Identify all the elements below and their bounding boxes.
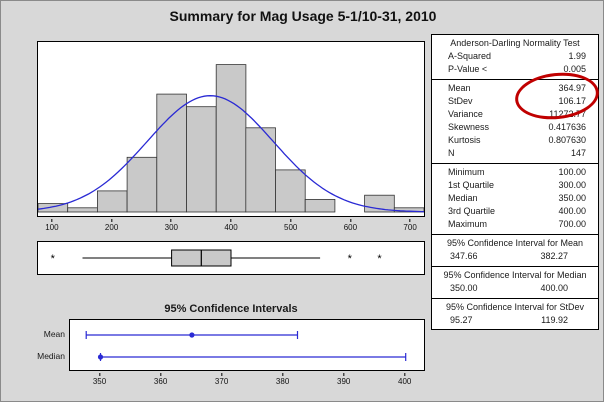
- x-tick-label: 500: [284, 219, 297, 232]
- stat-value: 350.00: [558, 193, 586, 203]
- stat-value: 300.00: [558, 180, 586, 190]
- stats-section: Minimum 100.00 1st Quartile 300.00 Median 350…: [432, 164, 598, 235]
- ci-chart: [85, 331, 407, 361]
- stats-section: Mean 364.97 StDev 106.17 Variance 11272.77 Ske…: [432, 80, 598, 164]
- stats-section: 95% Confidence Interval for Mean 347.66 38…: [432, 235, 598, 267]
- boxplot-chart: * * *: [51, 249, 382, 267]
- stat-row: Mean 364.97: [432, 82, 598, 95]
- ci-x-axis: 350 360 370 380 390 400: [69, 373, 425, 389]
- histogram-panel: [37, 41, 425, 217]
- x-tick-label: 100: [45, 219, 58, 232]
- ci-title: 95% Confidence Intervals: [164, 303, 298, 315]
- stats-section-header: 95% Confidence Interval for Mean: [446, 238, 584, 248]
- stat-value: 0.005: [563, 64, 586, 74]
- ci-upper-value: 119.92: [541, 315, 568, 325]
- stat-row: 350.00 400.00: [432, 282, 598, 295]
- stat-value: 0.417636: [548, 122, 586, 132]
- x-tick-label: 200: [105, 219, 118, 232]
- stat-label: 1st Quartile: [448, 180, 495, 190]
- ci-lower-value: 95.27: [450, 315, 473, 325]
- ci-lower-value: 350.00: [450, 283, 478, 293]
- svg-text:*: *: [377, 253, 382, 265]
- stat-row: 347.66 382.27: [432, 250, 598, 263]
- stat-row: 95.27 119.92: [432, 314, 598, 327]
- stat-value: 106.17: [558, 96, 586, 106]
- x-tick-label: 370: [215, 373, 228, 386]
- stat-label: 3rd Quartile: [448, 206, 496, 216]
- stats-section-header: 95% Confidence Interval for StDev: [445, 302, 585, 312]
- stat-label: A-Squared: [448, 51, 492, 61]
- stat-row: Kurtosis 0.807630: [432, 134, 598, 147]
- histogram-chart: [38, 64, 424, 213]
- stat-label: N: [448, 148, 455, 158]
- ci-row-label: Mean: [43, 329, 65, 339]
- stat-row: 1st Quartile 300.00: [432, 179, 598, 192]
- stat-row: Variance 11272.77: [432, 108, 598, 121]
- ci-row-label: Median: [37, 351, 65, 361]
- stat-value: 364.97: [558, 83, 586, 93]
- stat-row: Minimum 100.00: [432, 166, 598, 179]
- stat-value: 147: [570, 148, 586, 158]
- stat-label: StDev: [448, 96, 473, 106]
- stat-row: Skewness 0.417636: [432, 121, 598, 134]
- stat-row: Maximum 700.00: [432, 218, 598, 231]
- stat-value: 11272.77: [549, 109, 586, 119]
- page-title: Summary for Mag Usage 5-1/10-31, 2010: [169, 8, 437, 24]
- stat-label: Minimum: [448, 167, 485, 177]
- x-tick-label: 400: [224, 219, 237, 232]
- stat-label: P-Value <: [448, 64, 488, 74]
- stats-panel: Anderson-Darling Normality Test A-Squared…: [431, 34, 599, 330]
- svg-text:*: *: [51, 253, 56, 265]
- stat-value: 400.00: [558, 206, 586, 216]
- stats-section: 95% Confidence Interval for StDev 95.27 11…: [432, 299, 598, 330]
- stat-value: 100.00: [558, 167, 586, 177]
- x-tick-label: 350: [93, 373, 106, 386]
- stat-value: 1.99: [568, 51, 586, 61]
- stat-label: Median: [448, 193, 478, 203]
- ci-upper-value: 400.00: [540, 283, 568, 293]
- stats-section: 95% Confidence Interval for Median 350.00…: [432, 267, 598, 299]
- stat-row: A-Squared 1.99: [432, 50, 598, 63]
- x-tick-label: 380: [276, 373, 289, 386]
- x-tick-label: 360: [154, 373, 167, 386]
- stat-row: N 147: [432, 147, 598, 160]
- stat-label: Skewness: [448, 122, 490, 132]
- stats-section-header: 95% Confidence Interval for Median: [443, 270, 587, 280]
- ci-lower-value: 347.66: [450, 251, 478, 261]
- stat-label: Variance: [448, 109, 483, 119]
- stat-row: Median 350.00: [432, 192, 598, 205]
- stat-row: P-Value < 0.005: [432, 63, 598, 76]
- x-tick-label: 700: [403, 219, 416, 232]
- x-tick-label: 390: [337, 373, 350, 386]
- stat-label: Mean: [448, 83, 471, 93]
- svg-text:*: *: [348, 253, 353, 265]
- stat-label: Kurtosis: [448, 135, 481, 145]
- ci-panel: [69, 319, 425, 371]
- stat-value: 700.00: [558, 219, 586, 229]
- stat-row: 3rd Quartile 400.00: [432, 205, 598, 218]
- stats-section-header: Anderson-Darling Normality Test: [450, 38, 580, 48]
- stat-row: StDev 106.17: [432, 95, 598, 108]
- x-tick-label: 600: [344, 219, 357, 232]
- ci-upper-value: 382.27: [540, 251, 568, 261]
- stats-section: Anderson-Darling Normality Test A-Squared…: [432, 35, 598, 80]
- stat-label: Maximum: [448, 219, 488, 229]
- histogram-x-axis: 100 200 300 400 500 600 700: [37, 219, 425, 235]
- stat-value: 0.807630: [548, 135, 586, 145]
- x-tick-label: 400: [398, 373, 411, 386]
- x-tick-label: 300: [165, 219, 178, 232]
- boxplot-panel: * * *: [37, 241, 425, 275]
